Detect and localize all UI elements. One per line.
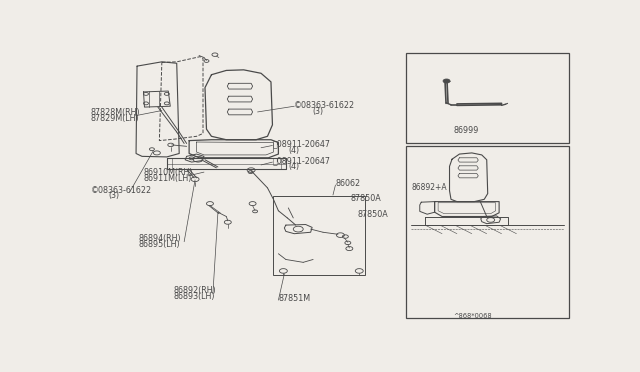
Text: 87850A: 87850A — [358, 210, 388, 219]
Text: ©08363-61622: ©08363-61622 — [294, 101, 355, 110]
Bar — [273, 196, 365, 275]
Text: 87829M(LH): 87829M(LH) — [91, 114, 140, 123]
Text: (3): (3) — [312, 107, 323, 116]
Text: 86892+A: 86892+A — [412, 183, 447, 192]
Text: 86894(RH): 86894(RH) — [138, 234, 181, 243]
Circle shape — [443, 79, 450, 83]
Text: Ⓝ08911-20647: Ⓝ08911-20647 — [273, 156, 330, 165]
Text: 87828M(RH): 87828M(RH) — [91, 108, 141, 117]
Text: 87850A: 87850A — [350, 194, 381, 203]
Text: 86999: 86999 — [453, 126, 479, 135]
Text: ©08363-61622: ©08363-61622 — [91, 186, 152, 195]
Text: Ⓝ08911-20647: Ⓝ08911-20647 — [273, 140, 330, 149]
Text: 86911M(LH): 86911M(LH) — [143, 174, 192, 183]
Text: 86062: 86062 — [335, 179, 360, 188]
Bar — [406, 146, 568, 318]
Text: 86895(LH): 86895(LH) — [138, 240, 180, 249]
Text: (4): (4) — [288, 162, 300, 171]
Text: 86893(LH): 86893(LH) — [173, 292, 215, 301]
Bar — [406, 53, 568, 144]
Text: (4): (4) — [288, 145, 300, 154]
Text: 86910M(RH): 86910M(RH) — [143, 169, 193, 177]
Text: (3): (3) — [109, 191, 120, 201]
Text: ^868*0068: ^868*0068 — [453, 313, 492, 319]
Text: 87851M: 87851M — [278, 295, 310, 304]
Text: 86892(RH): 86892(RH) — [173, 286, 216, 295]
